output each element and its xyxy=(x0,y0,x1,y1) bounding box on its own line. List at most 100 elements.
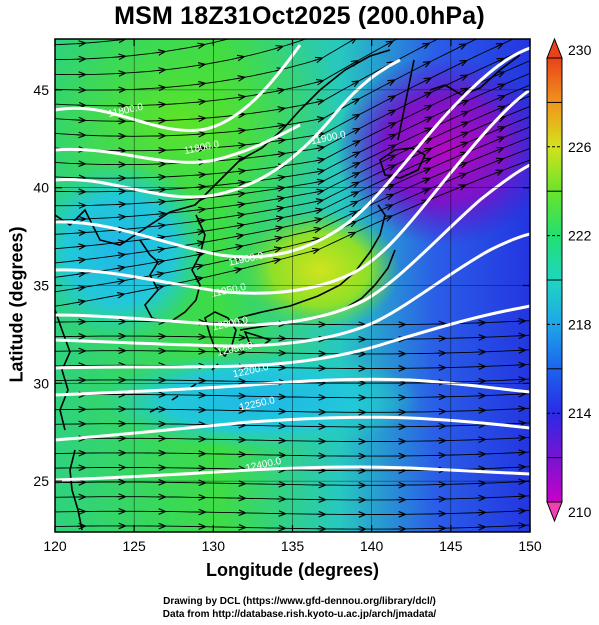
streamline-2 xyxy=(55,39,307,76)
x-axis-label: Longitude (degrees) xyxy=(205,560,379,580)
wind-arrow xyxy=(351,99,359,103)
streamline-28 xyxy=(55,451,530,457)
wind-arrow xyxy=(156,214,165,215)
x-axis-ticks: 120 125 130 135 140 145 150 xyxy=(43,39,542,554)
wind-arrow xyxy=(460,112,467,115)
colorbar-ticks: 210 214 218 222 226 230 xyxy=(547,42,592,520)
y-tick-label-30: 30 xyxy=(33,375,49,391)
wind-arrow xyxy=(196,187,205,188)
wind-arrow xyxy=(276,154,285,155)
wind-arrow xyxy=(387,156,395,159)
wind-arrow xyxy=(534,91,541,94)
wind-arrow xyxy=(116,267,124,268)
wind-arrow xyxy=(313,219,321,221)
colorbar-bottom-triangle xyxy=(546,501,563,523)
wind-arrow xyxy=(156,33,164,34)
wind-arrow xyxy=(156,249,164,250)
wind-arrow xyxy=(534,69,541,72)
chart-title: MSM 18Z31Oct2025 (200.0hPa) xyxy=(114,2,485,30)
wind-arrow xyxy=(314,81,323,83)
wind-arrow xyxy=(76,301,85,302)
wind-arrow xyxy=(116,242,125,243)
wind-arrow xyxy=(276,108,284,109)
wind-arrow xyxy=(387,145,395,149)
wind-arrow xyxy=(196,64,205,65)
wind-arrow xyxy=(423,93,431,97)
wind-arrow xyxy=(275,198,284,199)
y-tick-label-40: 40 xyxy=(33,180,49,196)
wind-arrow xyxy=(386,80,394,84)
wind-arrow xyxy=(347,233,355,236)
wind-arrow xyxy=(496,84,504,87)
x-tick-label-125: 125 xyxy=(122,538,146,554)
wind-arrow xyxy=(196,45,204,47)
wind-arrow xyxy=(387,135,395,139)
streamline-32 xyxy=(55,509,530,515)
wind-arrow xyxy=(155,273,164,275)
wind-arrow xyxy=(116,56,125,57)
wind-arrow xyxy=(385,195,393,198)
coast-shikoku xyxy=(243,330,272,347)
wind-arrow xyxy=(383,216,391,219)
streamline-27 xyxy=(55,436,530,442)
y-axis-label: Latitude (degrees) xyxy=(6,226,27,383)
wind-arrow xyxy=(236,204,244,205)
colorbar-top-triangle xyxy=(546,37,563,59)
wind-streamlines xyxy=(55,27,542,529)
coastlines xyxy=(55,49,521,531)
wind-arrow xyxy=(156,225,165,226)
x-tick-label-120: 120 xyxy=(43,538,67,554)
wind-arrow xyxy=(155,261,164,262)
wind-arrow xyxy=(422,62,430,66)
wind-arrow xyxy=(495,59,503,62)
wind-arrow xyxy=(196,198,205,199)
wind-arrow xyxy=(116,281,124,282)
wind-arrow xyxy=(195,231,204,232)
wind-arrow xyxy=(533,56,540,59)
map-gridlines xyxy=(55,39,530,532)
wind-arrow xyxy=(196,101,205,102)
contour-11900-a xyxy=(55,58,401,199)
colorbar-label-214: 214 xyxy=(568,405,592,421)
wind-arrow xyxy=(156,52,165,53)
wind-arrow xyxy=(351,183,358,187)
wind-arrow xyxy=(274,228,282,230)
wind-arrow xyxy=(195,254,203,256)
wind-arrow xyxy=(196,134,205,135)
wind-arrow xyxy=(315,118,324,120)
wind-arrow xyxy=(276,125,284,126)
wind-arrow xyxy=(534,80,541,83)
wind-arrow xyxy=(534,102,542,105)
streamline-25 xyxy=(55,407,530,413)
wind-arrow xyxy=(350,61,358,65)
wind-arrow xyxy=(459,143,467,146)
wind-arrow xyxy=(385,41,393,45)
coast-east xyxy=(429,54,521,96)
wind-arrow xyxy=(494,27,501,30)
contour-12000 xyxy=(55,163,530,327)
credit-drawing: Drawing by DCL (https://www.gfd-dennou.o… xyxy=(163,596,436,607)
wind-arrow xyxy=(236,171,245,172)
wind-arrow xyxy=(384,205,392,208)
wind-arrow xyxy=(315,191,323,193)
wind-arrow xyxy=(235,225,244,226)
wind-arrow xyxy=(421,179,429,182)
wind-arrow xyxy=(423,117,431,120)
contour-11950 xyxy=(55,88,530,295)
streamline-21 xyxy=(55,349,530,355)
wind-arrow xyxy=(496,127,504,130)
wind-arrow xyxy=(312,229,321,231)
wind-arrow xyxy=(156,202,165,203)
wind-arrow xyxy=(422,159,430,162)
wind-arrow xyxy=(310,250,319,252)
wind-arrow xyxy=(351,173,359,177)
wind-arrow xyxy=(236,97,245,98)
x-tick-label-145: 145 xyxy=(439,538,463,554)
wind-arrow xyxy=(496,107,504,110)
wind-arrow xyxy=(460,133,467,136)
wind-arrow xyxy=(274,47,283,49)
credit-data: Data from http://database.rish.kyoto-u.a… xyxy=(162,609,437,620)
wind-arrow xyxy=(351,115,359,119)
wind-arrow xyxy=(272,248,281,250)
colorbar-label-222: 222 xyxy=(568,228,592,244)
